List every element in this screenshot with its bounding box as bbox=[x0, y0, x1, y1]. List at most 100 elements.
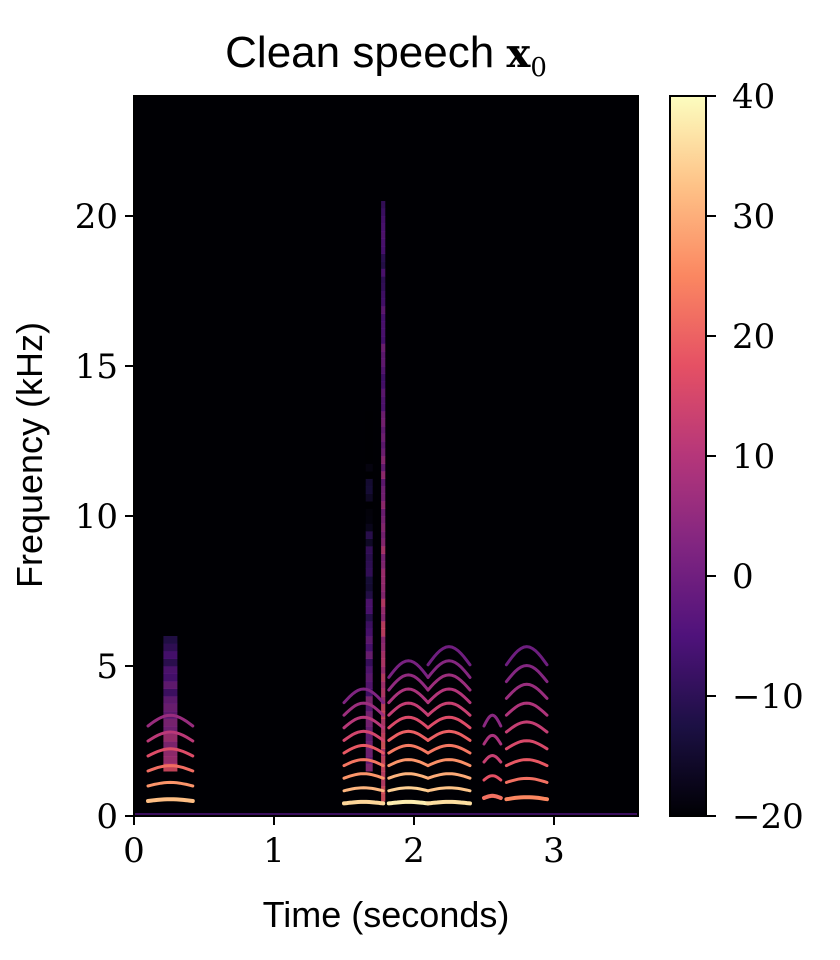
chart-title-text: Clean speech bbox=[225, 28, 495, 77]
y-tick-label: 10 bbox=[75, 497, 118, 537]
fricative-cell bbox=[381, 733, 386, 742]
fricative-cell bbox=[365, 561, 373, 569]
fricative-cell bbox=[365, 681, 373, 689]
fricative-cell bbox=[381, 328, 386, 337]
harmonic-line bbox=[482, 753, 503, 764]
fricative-cell bbox=[365, 433, 373, 442]
fricative-cell bbox=[365, 606, 373, 614]
fricative-cell bbox=[381, 231, 386, 239]
x-tick-label: 0 bbox=[123, 831, 145, 871]
harmonic-line bbox=[342, 729, 385, 742]
fricative-cell bbox=[163, 643, 178, 652]
title-symbol-letter: x bbox=[506, 30, 531, 77]
fricative-cell bbox=[381, 673, 386, 682]
y-axis: 0 5 10 15 20 bbox=[75, 197, 134, 837]
colorbar-axis: −20 −10 0 10 20 30 40 bbox=[706, 77, 804, 837]
harmonic-line bbox=[504, 645, 549, 667]
fricative-cell bbox=[365, 456, 373, 464]
fricative-cell bbox=[365, 598, 373, 607]
harmonic-line bbox=[387, 758, 430, 768]
fricative-cell bbox=[381, 493, 386, 502]
fricative-cell bbox=[365, 658, 373, 667]
fricative-cell bbox=[365, 666, 373, 674]
colorbar-tick-label: 40 bbox=[732, 77, 775, 117]
fricative-cell bbox=[365, 411, 373, 419]
fricative-cell bbox=[365, 673, 373, 682]
fricative-cell bbox=[381, 306, 386, 314]
fricative-cell bbox=[381, 201, 386, 209]
harmonic-line bbox=[146, 764, 195, 773]
fricative-cell bbox=[163, 718, 178, 727]
fricative-cell bbox=[365, 471, 373, 479]
harmonic-line bbox=[342, 687, 385, 705]
harmonic-line bbox=[504, 682, 549, 700]
fricative-cell bbox=[381, 403, 386, 412]
fricative-cell bbox=[381, 613, 386, 622]
colorbar bbox=[669, 95, 707, 817]
harmonic-line bbox=[342, 799, 386, 806]
fricative-cell bbox=[381, 411, 386, 419]
fricative-cell bbox=[381, 441, 386, 449]
harmonic-line bbox=[482, 733, 503, 746]
harmonic-line bbox=[482, 774, 503, 782]
fricative-cell bbox=[365, 703, 373, 712]
fricative-cell bbox=[381, 358, 386, 367]
fricative-cell bbox=[381, 628, 386, 637]
fricative-cell bbox=[365, 516, 373, 524]
fricative-cell bbox=[365, 426, 373, 434]
fricative-cell bbox=[381, 553, 386, 562]
fricative-cell bbox=[163, 726, 178, 734]
fricative-cell bbox=[365, 643, 373, 652]
fricative-cell bbox=[381, 366, 386, 374]
fricative-cell bbox=[365, 628, 373, 637]
harmonic-line bbox=[482, 713, 503, 728]
fricative-cell bbox=[381, 246, 386, 254]
harmonic-line bbox=[426, 701, 472, 717]
fricative-cell bbox=[365, 711, 373, 719]
x-tick-label: 2 bbox=[403, 831, 425, 871]
fricative-cell bbox=[365, 621, 373, 629]
fricative-cell bbox=[365, 763, 373, 772]
fricative-cell bbox=[365, 501, 373, 509]
fricative-cell bbox=[381, 763, 386, 772]
fricative-cell bbox=[381, 238, 386, 247]
harmonic-line bbox=[426, 715, 472, 730]
harmonic-line bbox=[387, 659, 430, 679]
fricative-cell bbox=[381, 756, 386, 764]
harmonic-line bbox=[504, 758, 549, 768]
fricative-cell bbox=[163, 658, 178, 667]
fricative-cell bbox=[381, 298, 386, 307]
fricative-cell bbox=[163, 681, 178, 689]
harmonic-line bbox=[342, 715, 385, 730]
fricative-cell bbox=[365, 583, 373, 592]
harmonic-line bbox=[387, 786, 430, 793]
harmonic-line bbox=[387, 743, 430, 755]
fricative-cell bbox=[365, 636, 373, 644]
fricative-cell bbox=[381, 606, 386, 614]
fricative-cell bbox=[381, 433, 386, 442]
fricative-cell bbox=[381, 486, 386, 494]
fricative-cell bbox=[381, 576, 386, 584]
fricative-cell bbox=[381, 283, 386, 292]
harmonic-line bbox=[146, 780, 195, 788]
harmonic-line bbox=[426, 659, 472, 679]
x-axis: 0 1 2 3 bbox=[123, 816, 565, 871]
fricative-cell bbox=[365, 448, 373, 457]
fricative-cell bbox=[365, 696, 373, 704]
fricative-cell bbox=[381, 343, 386, 352]
chart-title-symbol: x0 bbox=[506, 30, 546, 83]
fricative-cell bbox=[365, 576, 373, 584]
fricative-cell bbox=[381, 681, 386, 689]
fricative-cell bbox=[381, 643, 386, 652]
harmonic-line bbox=[386, 799, 430, 806]
fricative-cell bbox=[381, 778, 386, 787]
fricative-cell bbox=[381, 336, 386, 344]
harmonic-line bbox=[146, 747, 195, 758]
colorbar-tick-label: 30 bbox=[732, 197, 775, 237]
fricative-cell bbox=[163, 666, 178, 674]
y-tick-label: 15 bbox=[75, 347, 118, 387]
fricative-cell bbox=[365, 538, 373, 547]
fricative-cell bbox=[381, 456, 386, 464]
fricative-cell bbox=[381, 583, 386, 592]
fricative-cell bbox=[381, 448, 386, 457]
